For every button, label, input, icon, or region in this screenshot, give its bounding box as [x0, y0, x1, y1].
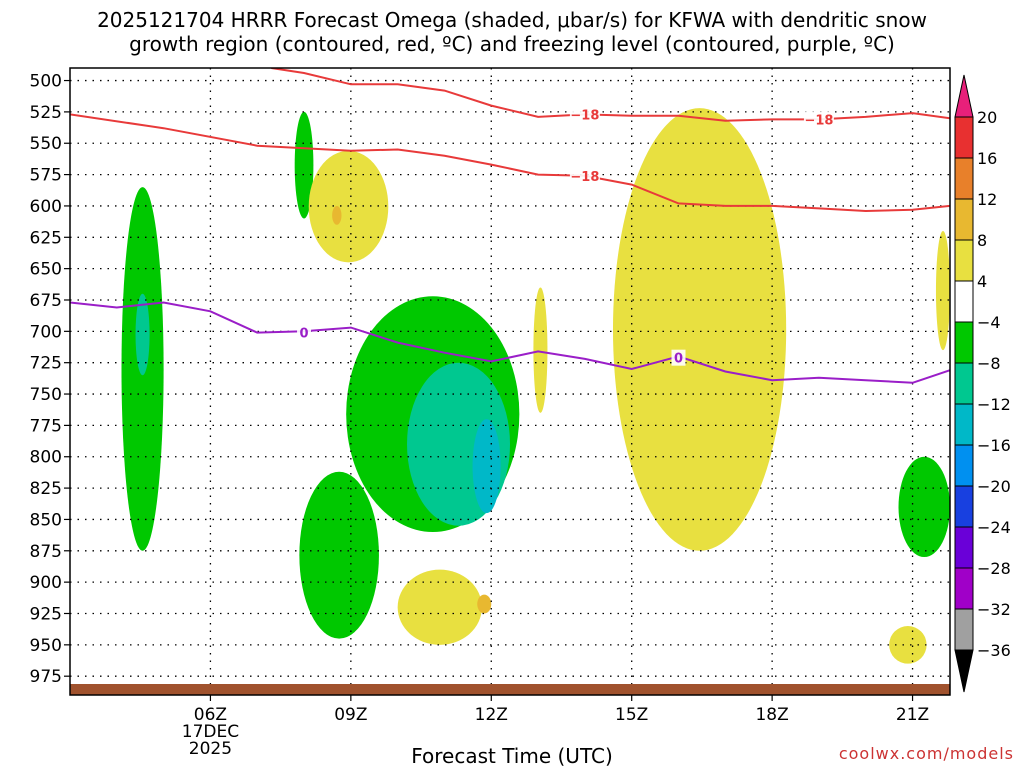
contour-label-2-1: 0	[674, 352, 683, 367]
colorbar-swatch-3	[954, 239, 974, 282]
contour-label-1-0: −18	[570, 108, 599, 123]
colorbar-swatch-5	[954, 321, 974, 364]
y-tick-label-775: 775	[30, 416, 62, 436]
colorbar-label-13: −36	[977, 641, 1011, 660]
contour-line-0	[70, 113, 950, 213]
x-tick-label-18Z: 18Z	[755, 705, 788, 725]
colorbar-label-11: −28	[977, 559, 1011, 578]
omega-region-4	[332, 205, 342, 225]
omega-region-1	[135, 293, 150, 376]
y-axis: 500 525 550 575 600 625 650 675 700 725 750 775 800 8…	[30, 72, 70, 687]
contour-line-1	[271, 68, 950, 122]
colorbar-label-0: 20	[977, 108, 997, 127]
y-tick-label-725: 725	[30, 354, 62, 374]
omega-region-2	[294, 111, 314, 219]
omega-region-11	[533, 287, 548, 413]
contour-label-1-1: −18	[804, 113, 833, 128]
y-tick-label-625: 625	[30, 228, 62, 248]
y-tick-label-825: 825	[30, 479, 62, 499]
colorbar-swatch-0	[954, 116, 974, 159]
colorbar-label-7: −12	[977, 395, 1011, 414]
chart-title-line2: growth region (contoured, red, ºC) and f…	[129, 32, 895, 56]
y-tick-label-975: 975	[30, 667, 62, 687]
omega-region-15	[935, 231, 950, 351]
x-tick-date-06Z: 17DEC	[182, 722, 239, 742]
x-tick-label-12Z: 12Z	[475, 705, 508, 725]
colorbar-swatch-10	[954, 526, 974, 569]
chart-title-line1: 2025121704 HRRR Forecast Omega (shaded, …	[97, 8, 927, 32]
colorbar-bottom-arrow	[954, 649, 974, 693]
y-tick-label-650: 650	[30, 260, 62, 280]
colorbar-label-6: −8	[977, 354, 1001, 373]
contour-label-bg-2-1	[671, 349, 686, 366]
ground-surface	[70, 684, 950, 695]
contour-label-bg-1-0	[569, 106, 600, 123]
colorbar-label-4: 4	[977, 272, 987, 291]
y-tick-label-850: 850	[30, 510, 62, 530]
contour-label-0-0: −18	[570, 170, 599, 185]
contour-label-2-0: 0	[300, 327, 309, 342]
omega-region-8	[299, 471, 379, 639]
colorbar-swatch-1	[954, 157, 974, 200]
omega-region-13	[898, 456, 950, 558]
colorbar-label-2: 12	[977, 190, 997, 209]
y-tick-label-675: 675	[30, 291, 62, 311]
omega-region-9	[397, 569, 482, 645]
colorbar-swatch-6	[954, 362, 974, 405]
contour-lines: −18 −18 −18 0 0	[70, 68, 950, 384]
y-tick-label-500: 500	[30, 72, 62, 92]
colorbar-label-1: 16	[977, 149, 997, 168]
colorbar-swatch-11	[954, 567, 974, 610]
colorbar-label-3: 8	[977, 231, 987, 250]
y-tick-label-750: 750	[30, 385, 62, 405]
y-tick-label-800: 800	[30, 448, 62, 468]
colorbar-swatch-4	[954, 280, 974, 323]
colorbar-label-8: −16	[977, 436, 1011, 455]
contour-label-bg-2-0	[297, 324, 312, 341]
omega-region-14	[889, 626, 927, 664]
colorbar-label-5: −4	[977, 313, 1001, 332]
contour-label-bg-0-0	[569, 167, 600, 184]
y-tick-label-550: 550	[30, 134, 62, 154]
omega-shading	[121, 108, 950, 664]
y-tick-label-700: 700	[30, 322, 62, 342]
colorbar-swatch-2	[954, 198, 974, 241]
plot-frame	[69, 67, 951, 696]
x-tick-label-06Z: 06Z	[194, 705, 227, 725]
colorbar-label-9: −20	[977, 477, 1011, 496]
colorbar-swatch-12	[954, 608, 974, 651]
colorbar-swatch-8	[954, 444, 974, 487]
y-tick-label-525: 525	[30, 103, 62, 123]
x-tick-label-21Z: 21Z	[896, 705, 929, 725]
x-tick-label-09Z: 09Z	[334, 705, 367, 725]
x-tick-label-15Z: 15Z	[615, 705, 648, 725]
credit-link[interactable]: coolwx.com/models	[838, 744, 1014, 763]
colorbar-top-arrow	[954, 74, 974, 118]
colorbar-swatch-9	[954, 485, 974, 528]
x-axis-label: Forecast Time (UTC)	[411, 744, 613, 768]
y-tick-label-925: 925	[30, 604, 62, 624]
colorbar: 20 16 12 8 4 −4 −8 −12 −16 −20 −24 −28 −32 −36	[954, 74, 1011, 693]
colorbar-label-10: −24	[977, 518, 1011, 537]
x-tick-year-06Z: 2025	[189, 739, 232, 759]
omega-region-12	[612, 108, 787, 551]
contour-line-2	[70, 301, 950, 384]
colorbar-swatch-7	[954, 403, 974, 446]
y-tick-label-575: 575	[30, 166, 62, 186]
contour-label-bg-1-1	[803, 111, 834, 128]
omega-region-10	[477, 594, 492, 614]
y-tick-label-600: 600	[30, 197, 62, 217]
y-tick-label-900: 900	[30, 573, 62, 593]
y-tick-label-875: 875	[30, 542, 62, 562]
omega-region-7	[472, 419, 501, 514]
y-tick-label-950: 950	[30, 636, 62, 656]
colorbar-label-12: −32	[977, 600, 1011, 619]
